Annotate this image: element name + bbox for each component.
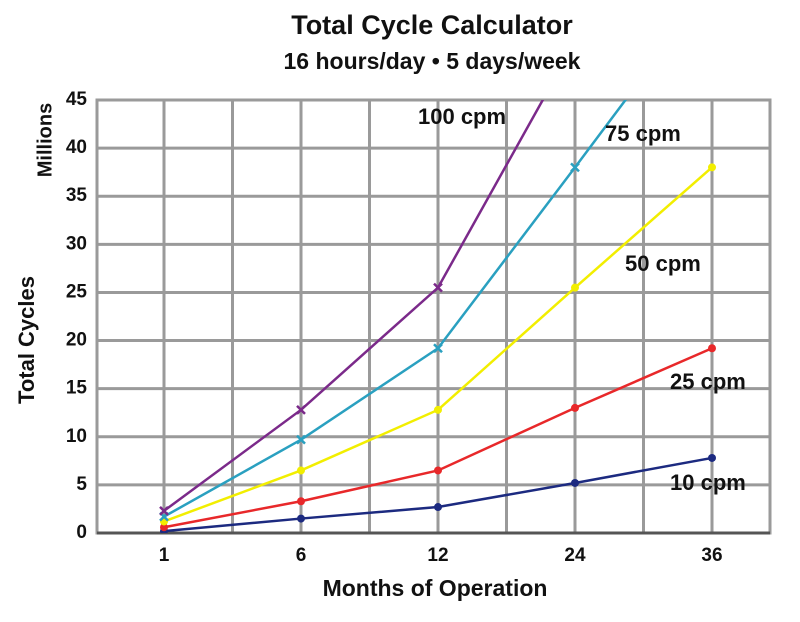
x-tick-label: 36: [701, 545, 722, 566]
point-marker: [297, 497, 305, 506]
marker-cross: [570, 162, 580, 173]
marker-cross: [433, 282, 443, 293]
x-axis-label: Months of Operation: [323, 575, 548, 601]
y-tick-label: 10: [66, 426, 87, 447]
series-label: 25 cpm: [670, 369, 746, 394]
y-tick-label: 40: [66, 137, 87, 158]
marker-cross: [296, 434, 306, 445]
chart-subtitle: 16 hours/day • 5 days/week: [284, 48, 581, 74]
y-axis-unit: Millions: [34, 103, 56, 177]
x-tick-label: 1: [159, 545, 170, 566]
point-marker: [434, 405, 442, 414]
point-marker: [570, 162, 580, 173]
point-marker: [297, 514, 305, 523]
y-tick-label: 15: [66, 378, 88, 399]
point-marker: [296, 404, 306, 415]
y-tick-label: 30: [66, 233, 87, 254]
marker-cross: [296, 404, 306, 415]
point-marker: [159, 505, 169, 516]
point-marker: [433, 343, 443, 354]
y-tick-label: 25: [66, 281, 88, 302]
point-marker: [296, 434, 306, 445]
y-tick-label: 5: [76, 474, 87, 495]
x-tick-label: 24: [564, 545, 586, 566]
y-tick-label: 45: [66, 89, 88, 110]
y-tick-label: 35: [66, 185, 88, 206]
point-marker: [433, 282, 443, 293]
series-label: 50 cpm: [625, 251, 701, 276]
point-marker: [434, 466, 442, 475]
point-marker: [297, 466, 305, 475]
marker-cross: [433, 343, 443, 354]
chart-title: Total Cycle Calculator: [291, 10, 573, 40]
point-marker: [434, 503, 442, 512]
plot-area: [159, 100, 716, 533]
point-marker: [571, 283, 579, 292]
x-tick-label: 12: [427, 545, 448, 566]
y-tick-label: 20: [66, 330, 87, 351]
point-marker: [708, 344, 716, 353]
point-marker: [160, 523, 168, 532]
y-axis-label: Total Cycles: [14, 276, 39, 404]
x-tick-label: 6: [296, 545, 307, 566]
point-marker: [571, 478, 579, 487]
y-tick-label: 0: [76, 522, 87, 543]
point-marker: [571, 403, 579, 412]
series-label: 75 cpm: [605, 121, 681, 146]
series-label: 10 cpm: [670, 470, 746, 495]
point-marker: [708, 453, 716, 462]
series-label: 100 cpm: [418, 104, 506, 129]
marker-cross: [159, 505, 169, 516]
plot-border: [95, 98, 772, 535]
point-marker: [708, 163, 716, 172]
